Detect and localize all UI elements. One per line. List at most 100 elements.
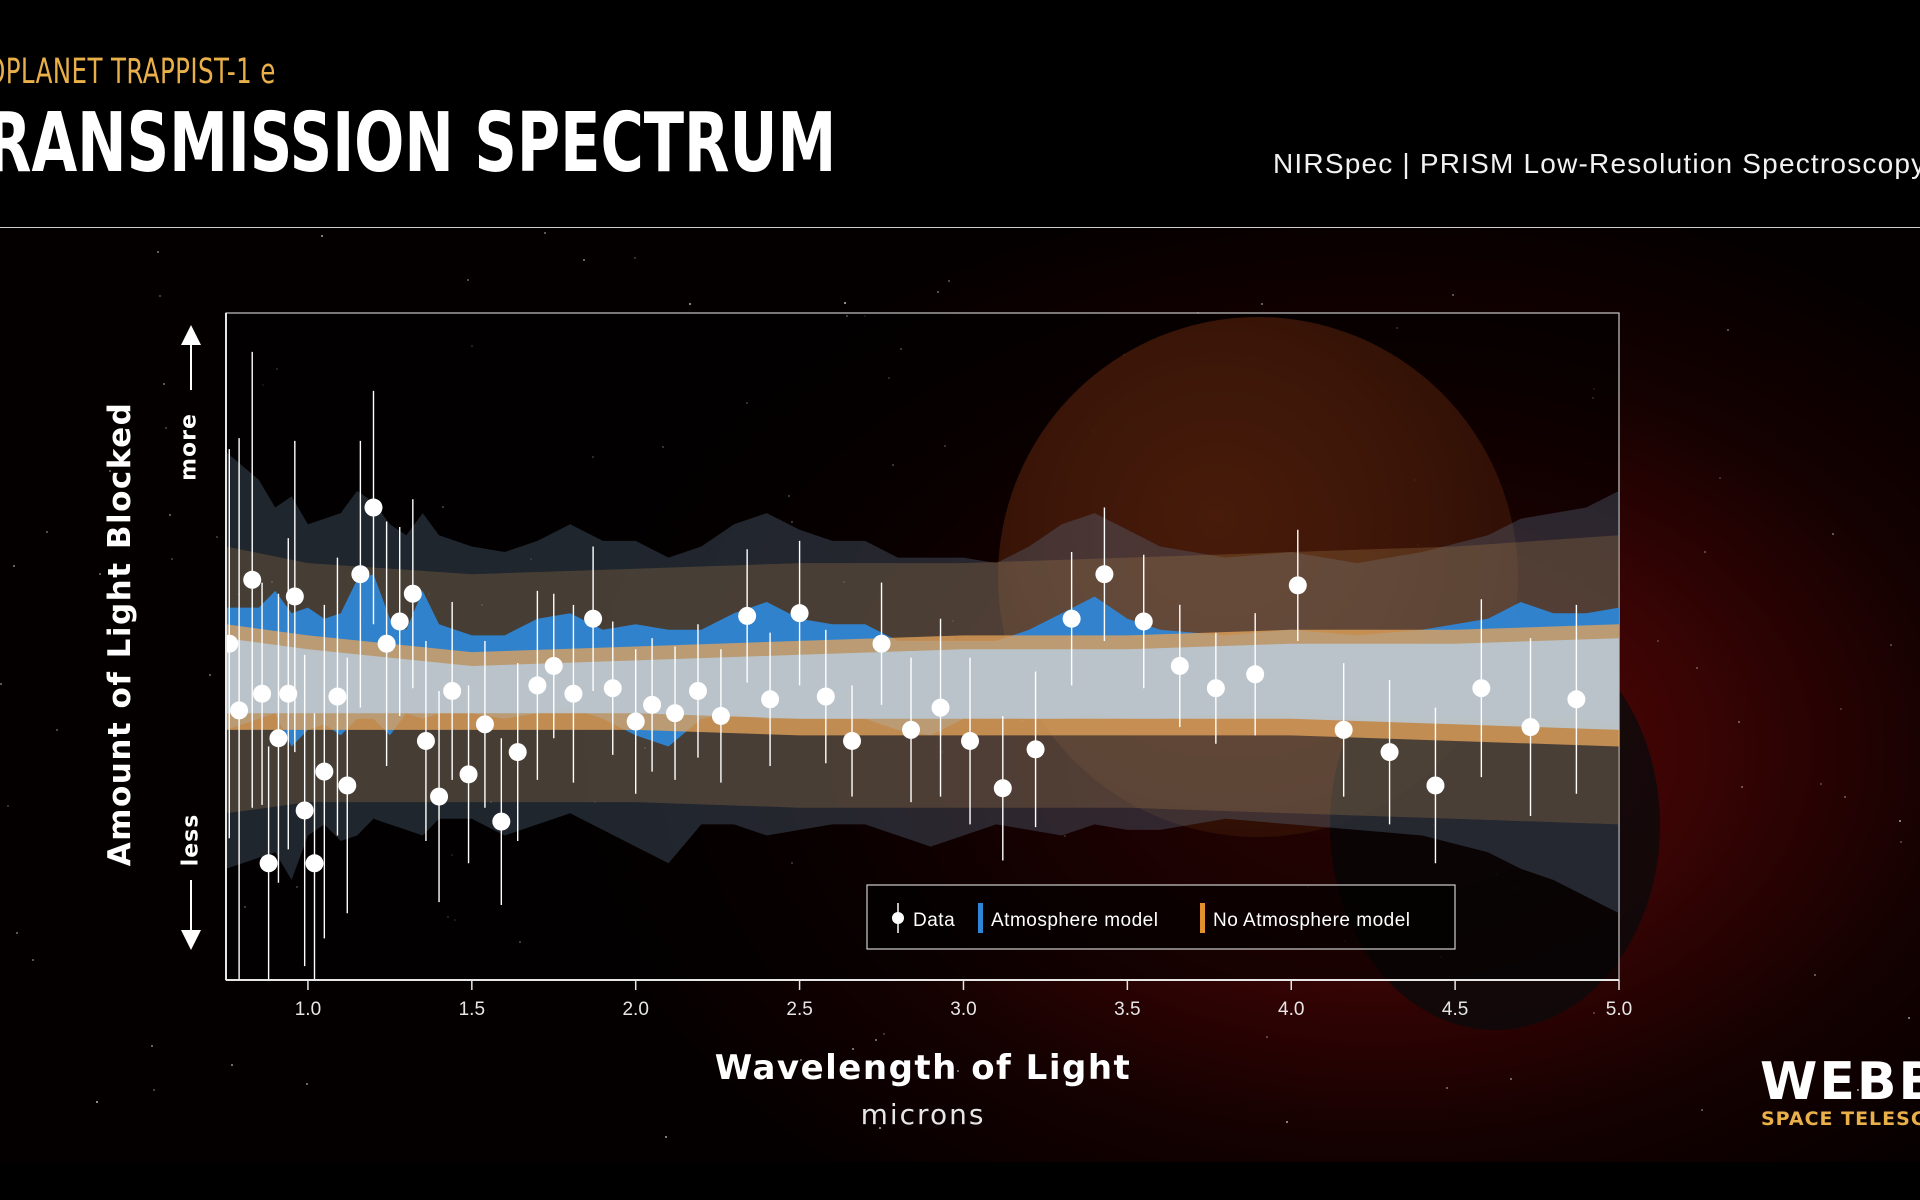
data-point xyxy=(305,854,324,873)
star xyxy=(1844,796,1846,798)
webb-logo: WEBB xyxy=(1760,1052,1920,1112)
data-point xyxy=(603,679,622,698)
data-point xyxy=(1334,720,1353,739)
legend-data-marker xyxy=(892,912,904,924)
star xyxy=(165,427,167,429)
star xyxy=(957,1070,959,1072)
legend: Data Atmosphere model No Atmosphere mode… xyxy=(866,884,1456,950)
star xyxy=(1657,640,1659,642)
data-point xyxy=(528,676,547,695)
star xyxy=(467,279,469,281)
star xyxy=(1820,783,1822,785)
star xyxy=(216,536,218,538)
star xyxy=(151,1045,153,1047)
x-tick-label: 4.0 xyxy=(1278,999,1304,1020)
data-point xyxy=(761,690,780,709)
star xyxy=(13,565,15,567)
data-point xyxy=(1206,679,1225,698)
star xyxy=(1832,533,1834,535)
star xyxy=(937,291,939,293)
star xyxy=(1446,1087,1448,1089)
x-tick-label: 1.0 xyxy=(295,999,321,1020)
data-point xyxy=(285,587,304,606)
star xyxy=(16,932,18,934)
star xyxy=(0,683,2,685)
data-point xyxy=(1246,665,1265,684)
data-point xyxy=(269,729,288,748)
data-point xyxy=(1567,690,1586,709)
data-point xyxy=(328,687,347,706)
data-point xyxy=(377,634,396,653)
star xyxy=(169,514,171,516)
star xyxy=(96,1101,98,1103)
data-point xyxy=(1472,679,1491,698)
page-title: RANSMISSION SPECTRUM xyxy=(0,96,837,191)
data-point xyxy=(1095,565,1114,584)
data-point xyxy=(564,684,583,703)
data-point xyxy=(961,731,980,750)
data-point xyxy=(843,731,862,750)
star xyxy=(153,1089,155,1091)
data-point xyxy=(443,681,462,700)
star xyxy=(1814,974,1816,976)
star xyxy=(159,295,161,297)
data-point xyxy=(643,695,662,714)
star xyxy=(1510,1078,1512,1080)
star xyxy=(948,280,950,282)
legend-no-atmosphere-label: No Atmosphere model xyxy=(1213,910,1411,931)
star xyxy=(209,674,211,676)
bottom-strip xyxy=(0,1162,1920,1200)
star xyxy=(231,1064,233,1066)
y-axis-label: Amount of Light Blocked xyxy=(102,401,138,867)
data-point xyxy=(279,684,298,703)
star xyxy=(1452,294,1454,296)
data-point xyxy=(492,812,511,831)
star xyxy=(689,303,691,305)
star xyxy=(1857,1089,1859,1091)
data-point xyxy=(338,776,357,795)
star xyxy=(109,470,111,472)
star xyxy=(1738,721,1740,723)
data-point xyxy=(403,584,422,603)
y-more-label: more xyxy=(176,413,202,481)
star xyxy=(1261,303,1263,305)
star xyxy=(1908,1017,1910,1019)
star xyxy=(583,259,585,261)
data-point xyxy=(226,634,239,653)
star xyxy=(321,235,323,237)
data-point xyxy=(872,634,891,653)
data-point xyxy=(993,779,1012,798)
star xyxy=(852,1048,854,1050)
star xyxy=(1286,1121,1288,1123)
star xyxy=(1719,477,1721,479)
x-tick-label: 3.0 xyxy=(950,999,976,1020)
star xyxy=(634,257,636,259)
star xyxy=(306,1083,308,1085)
x-axis-label: Wavelength of Light xyxy=(714,1048,1132,1088)
x-tick-label: 3.5 xyxy=(1114,999,1140,1020)
data-point xyxy=(295,801,314,820)
data-point xyxy=(1134,612,1153,631)
data-point xyxy=(711,706,730,725)
x-tick-label: 4.5 xyxy=(1442,999,1468,1020)
y-less-label: less xyxy=(178,813,204,867)
star xyxy=(56,729,58,731)
data-point xyxy=(544,656,563,675)
x-tick-label: 1.5 xyxy=(459,999,485,1020)
data-point xyxy=(364,498,383,517)
data-point xyxy=(475,715,494,734)
legend-box xyxy=(866,884,1456,950)
instrument-label: NIRSpec | PRISM Low-Resolution Spectrosc… xyxy=(1273,148,1920,179)
legend-no-atmosphere-swatch xyxy=(1200,903,1205,933)
star xyxy=(1696,667,1698,669)
data-point xyxy=(666,704,685,723)
star xyxy=(1900,841,1902,843)
star xyxy=(1741,786,1743,788)
data-point xyxy=(584,609,603,628)
star xyxy=(46,531,48,533)
x-tick-label: 2.5 xyxy=(786,999,812,1020)
data-point xyxy=(430,787,449,806)
legend-atmosphere-label: Atmosphere model xyxy=(991,910,1158,931)
data-point xyxy=(230,701,249,720)
